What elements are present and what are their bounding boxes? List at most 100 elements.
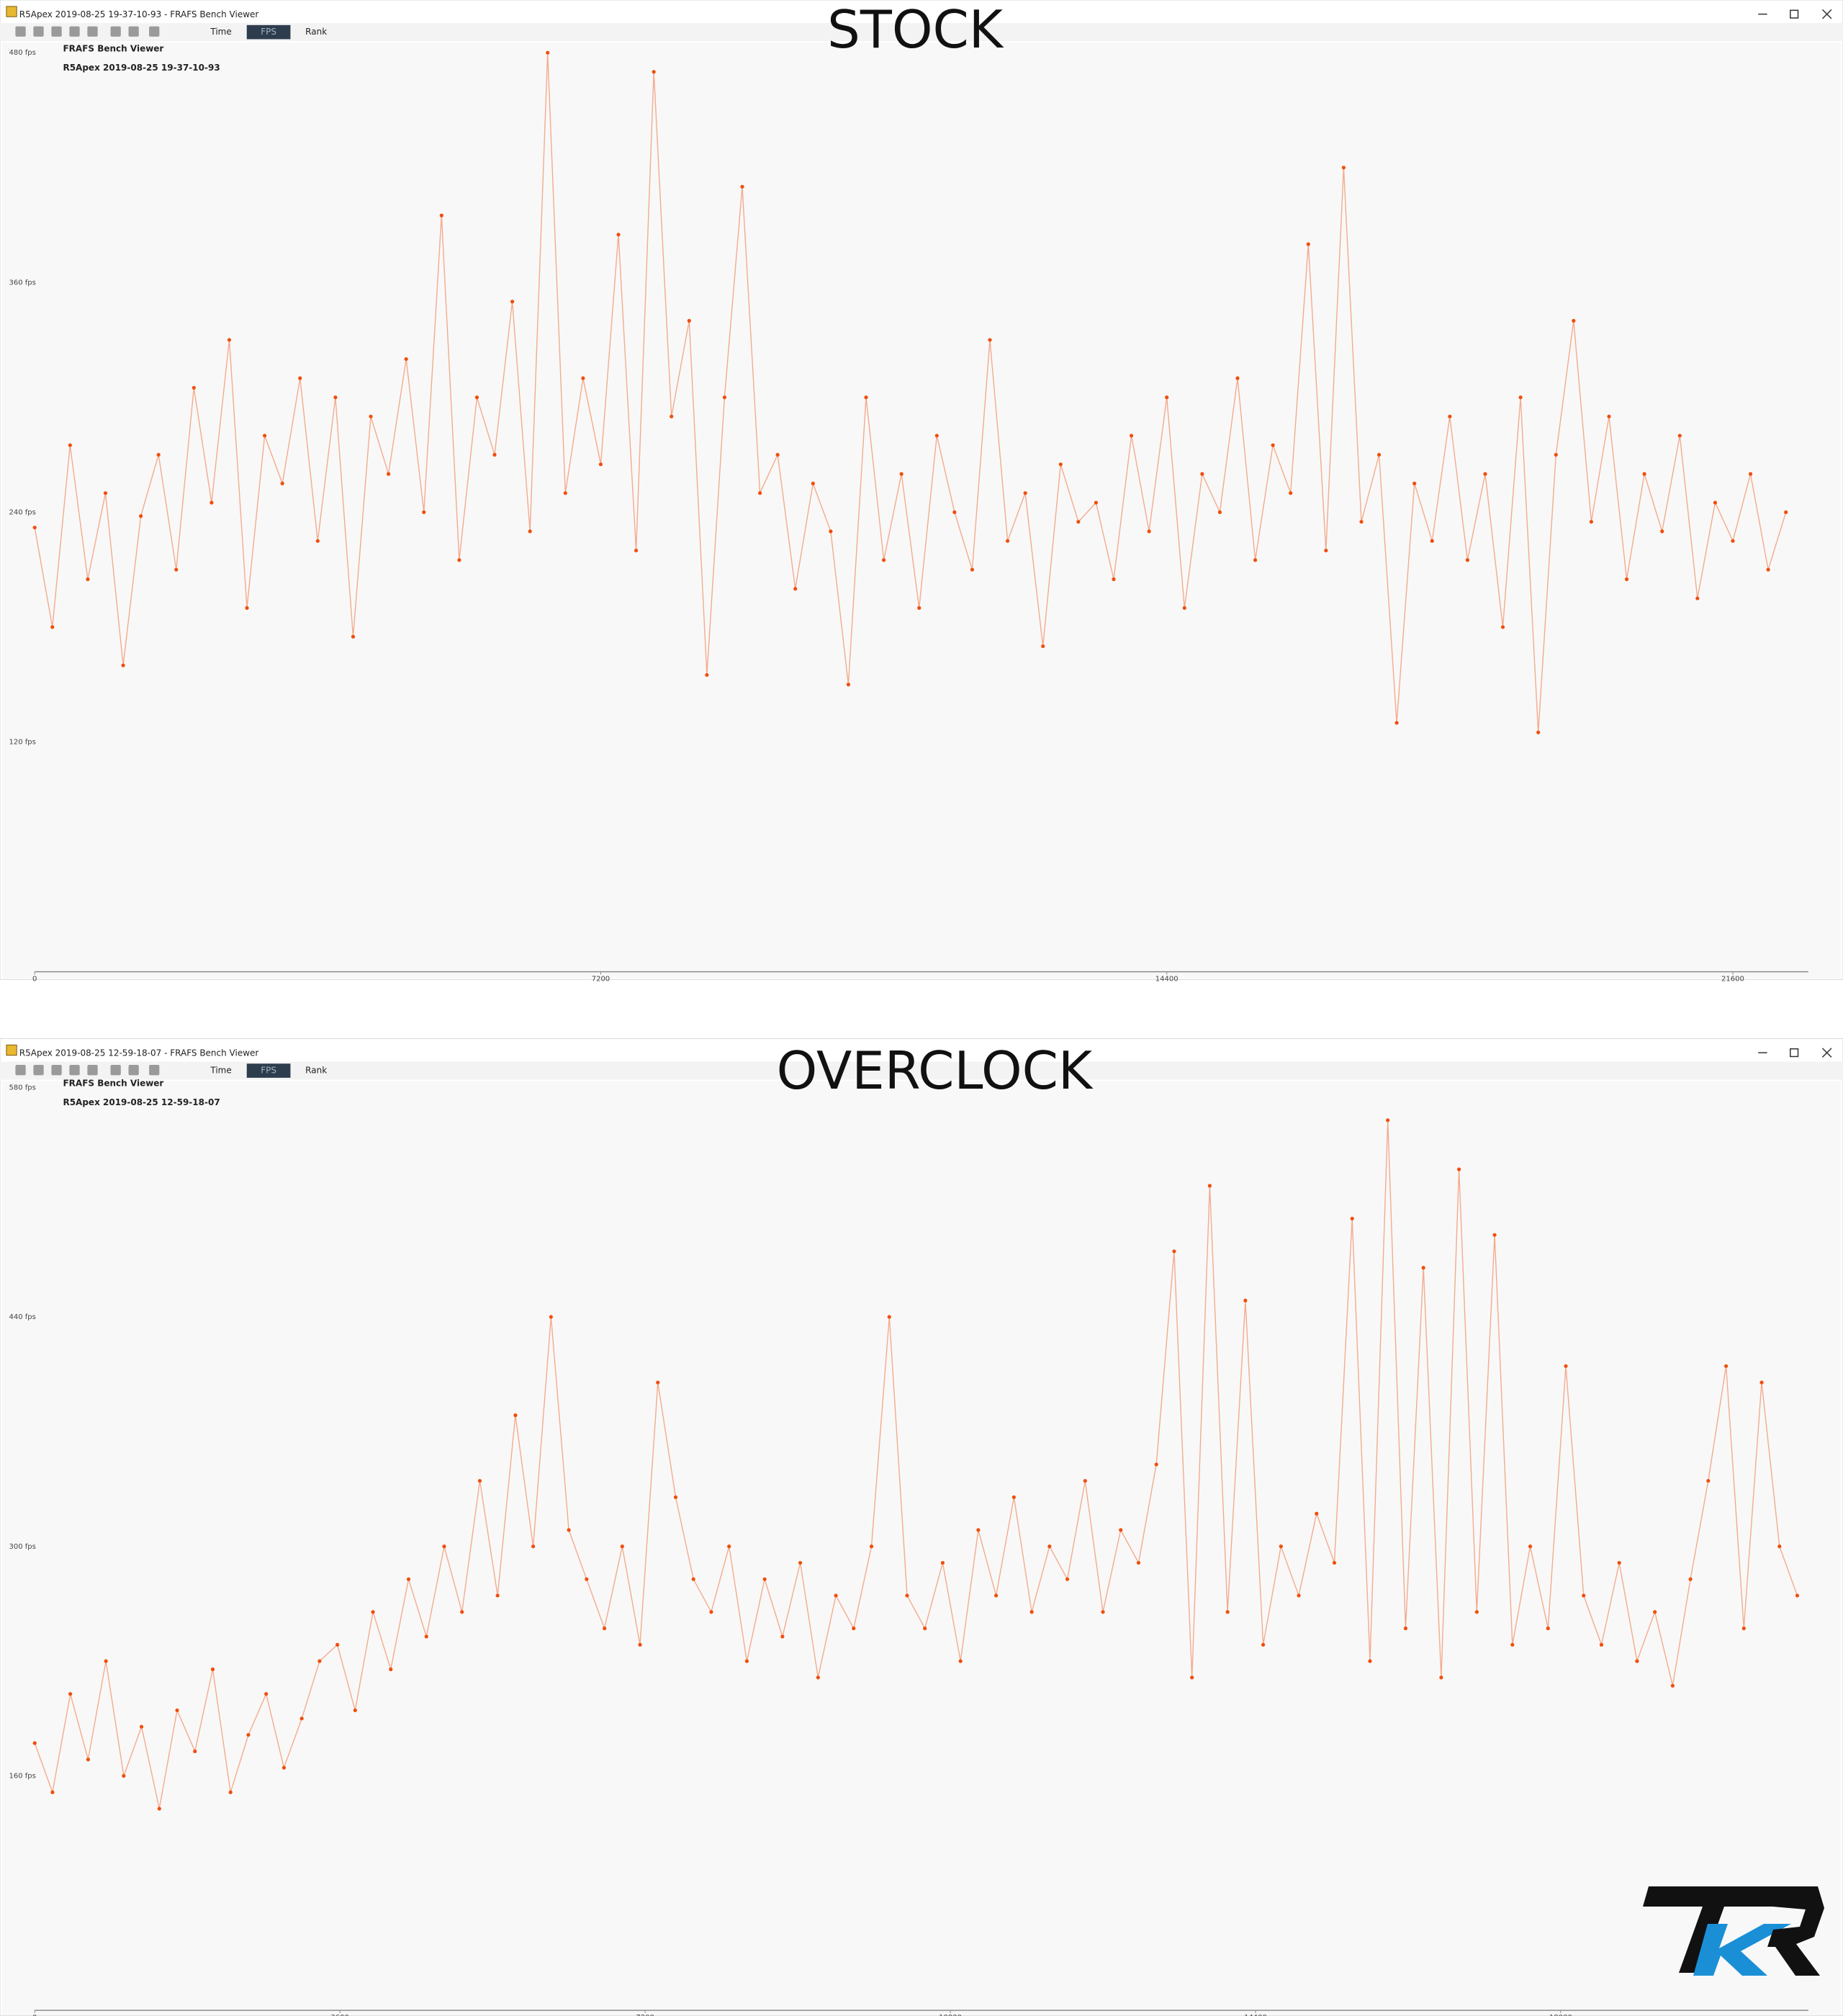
tab-active[interactable] [246,24,291,40]
fps-point [1119,1528,1123,1532]
fps-point [280,481,284,486]
fps-point [1777,1544,1782,1549]
fps-point [457,558,461,562]
toolbar-button[interactable] [110,1065,121,1076]
fps-point [616,233,621,237]
plot-background [2,1081,1841,2015]
fps-point [460,1610,464,1614]
fps-point [652,70,656,74]
fps-point [1642,472,1646,476]
toolbar-button[interactable] [128,26,139,37]
fps-point [1112,577,1116,582]
x-tick-label: 7200 [592,976,610,984]
fps-point [371,1610,375,1614]
fps-point [1359,520,1364,524]
x-tick-label: 14400 [1155,976,1179,984]
toolbar [0,23,1843,42]
tab[interactable]: FPS [261,1066,276,1076]
fps-point [422,510,426,515]
fps-point [1094,500,1099,505]
restore-button[interactable] [1790,1048,1799,1058]
fps-point [757,491,762,495]
toolbar-button[interactable] [87,1065,98,1076]
fps-point [86,577,90,582]
toolbar-button[interactable] [69,26,80,37]
fps-point [103,491,108,495]
fps-point [86,1758,90,1762]
fps-point [156,453,161,457]
toolbar-button[interactable] [15,1065,26,1076]
fps-point [670,414,674,419]
fps-point [1695,596,1700,600]
tab[interactable]: Rank [305,1066,327,1076]
toolbar-button[interactable] [51,26,62,37]
fps-point [934,433,939,438]
x-tick-label: 0 [32,2014,37,2016]
fps-point [299,1716,304,1721]
window-title: R5Apex 2019-08-25 19-37-10-93 - FRAFS Be… [19,9,259,19]
fps-point [976,1528,981,1532]
fps-point [315,539,320,543]
fps-point [1465,558,1470,562]
fps-point [369,414,373,419]
fps-point [335,1642,340,1647]
toolbar-button[interactable] [33,26,44,37]
toolbar-button[interactable] [51,1065,62,1076]
fps-point [1350,1216,1354,1221]
toolbar-button[interactable] [69,1065,80,1076]
fps-point [1795,1593,1800,1598]
toolbar-button[interactable] [87,26,98,37]
fps-point [1289,491,1293,495]
fps-point [567,1528,571,1532]
fps-point [1546,1626,1550,1631]
fps-point [263,433,267,438]
chart-title: FRAFS Bench Viewer [63,43,163,53]
fps-point [829,529,833,534]
fps-point [1182,606,1186,610]
y-tick-label: 160 fps [9,1773,35,1781]
toolbar-button[interactable] [15,26,26,37]
close-button[interactable] [1821,1048,1832,1058]
restore-button[interactable] [1790,9,1799,19]
annotation: STOCK [827,0,1004,60]
tab[interactable]: Time [209,1066,231,1076]
tab[interactable]: FPS [261,27,276,37]
tab[interactable]: Time [209,27,231,37]
tab[interactable]: Rank [305,27,327,37]
toolbar [0,1061,1843,1080]
fps-point [1766,567,1770,572]
fps-point [1011,1495,1016,1500]
fps-point [1005,539,1010,543]
fps-point [1474,1610,1479,1614]
y-tick-label: 240 fps [9,508,35,516]
fps-point [1617,1560,1621,1565]
fps-point [722,395,727,400]
fps-point [1207,1184,1212,1188]
fps-point [1518,395,1523,400]
toolbar-button[interactable] [149,1065,160,1076]
fps-point [50,1790,55,1794]
toolbar-button[interactable] [149,26,160,37]
toolbar-button[interactable] [110,26,121,37]
fps-point [389,1667,393,1672]
toolbar-button[interactable] [33,1065,44,1076]
fps-point [121,663,125,667]
fps-point [174,567,179,572]
fps-point [1386,1118,1390,1122]
fps-point [175,1708,179,1713]
toolbar-button[interactable] [128,1065,139,1076]
fps-point [1784,510,1788,515]
tab-active[interactable] [246,1063,291,1078]
fps-point [513,1413,518,1418]
fps-point [887,1315,891,1319]
close-button[interactable] [1821,9,1832,19]
fps-point [1500,625,1505,629]
fps-point [705,672,709,678]
fps-point [775,453,780,457]
fps-point [1536,730,1541,734]
fps-point [846,683,851,687]
fps-point [353,1708,357,1713]
fps-point [602,1626,607,1631]
fps-point [442,1544,446,1549]
fps-point [1635,1659,1639,1663]
